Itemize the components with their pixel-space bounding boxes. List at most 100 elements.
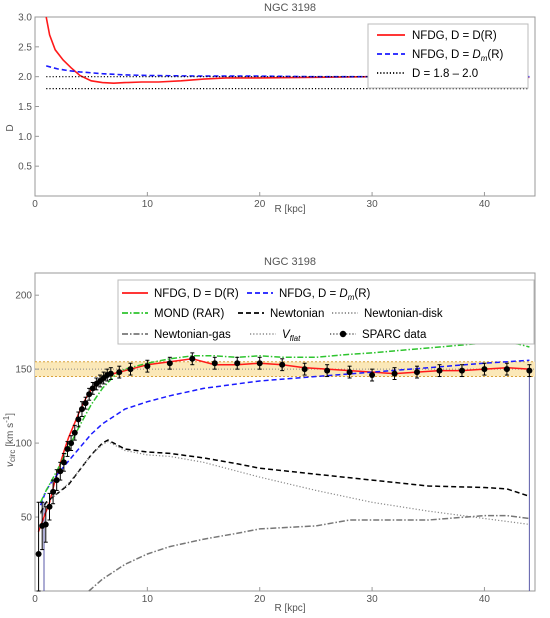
series-line-5 (88, 514, 530, 592)
panel2-legend-box (117, 279, 535, 345)
legend-marker (339, 330, 347, 338)
panel2-legend: NFDG, D = D(R) NFDG, D = Dm(R) MOND (RAR) N… (117, 279, 535, 345)
legend-label: D = 1.8 – 2.0 (412, 68, 478, 80)
legend-label-text: NFDG, D = D(R) (412, 30, 497, 42)
x-tick-label: 30 (367, 199, 379, 210)
data-point (35, 551, 42, 558)
panel1-legend: NFDG, D = D(R) NFDG, D = Dm(R) D = 1.8 – 2… (367, 23, 529, 89)
panel1-ticks: 0 10 20 30 40 0.5 1.0 1.5 2.0 2.5 3.0 (18, 13, 490, 211)
legend-label: NFDG, D = D(R) (412, 30, 497, 42)
legend-label: Vflat (282, 329, 301, 343)
legend-label-sub: flat (290, 334, 301, 343)
panel1-title: NGC 3198 (264, 2, 316, 14)
legend-label-text: D = 1.8 – 2.0 (412, 68, 478, 80)
series-line-4 (40, 440, 530, 525)
data-point (46, 503, 53, 510)
data-point (369, 372, 376, 379)
x-tick-label: 20 (254, 594, 266, 605)
panel1-series (45, 16, 530, 90)
series-line-1 (45, 65, 530, 78)
data-point (234, 360, 241, 367)
legend-label-text: MOND (RAR) (154, 308, 224, 320)
data-point (526, 367, 533, 374)
legend-label-text: V (282, 329, 291, 341)
legend-label: SPARC data (362, 329, 427, 341)
panel1-legend-box (367, 23, 529, 89)
y-tick-label: 2.0 (18, 72, 32, 83)
data-point (82, 400, 89, 407)
panel1-ylabel: D (5, 124, 16, 131)
data-point (414, 369, 421, 376)
legend-label: Newtonian (270, 308, 324, 320)
data-point (211, 360, 218, 367)
data-point (458, 367, 465, 374)
data-point (436, 367, 443, 374)
legend-label: MOND (RAR) (154, 308, 224, 320)
y-tick-label: 50 (21, 513, 33, 524)
data-point (189, 355, 196, 362)
legend-label: Newtonian-disk (364, 308, 443, 320)
panel2-frame (34, 272, 536, 592)
y-tick-label: 200 (15, 291, 32, 302)
ylabel-close: ] (5, 413, 16, 416)
data-point (42, 521, 49, 528)
legend-label-text: Newtonian (270, 308, 324, 320)
x-tick-label: 30 (367, 594, 379, 605)
data-point (75, 416, 82, 423)
y-tick-label: 1.5 (18, 102, 32, 113)
panel-rotation-curve: NGC 3198 vcirc [km s-1] R [kpc] 0 10 20 30 4… (2, 256, 536, 614)
panel1-xlabel: R [kpc] (274, 204, 305, 215)
data-point (256, 360, 263, 367)
y-tick-label: 150 (15, 365, 32, 376)
x-tick-label: 0 (32, 594, 38, 605)
series-line-1 (39, 359, 530, 506)
legend-label-text: Newtonian-gas (154, 329, 231, 341)
data-point (391, 370, 398, 377)
data-point (144, 363, 151, 370)
panel2-ylabel: vcirc [km s-1] (2, 413, 17, 467)
y-tick-label: 1.0 (18, 132, 32, 143)
legend-label-sub: m (348, 293, 355, 302)
legend-label: NFDG, D = D(R) (154, 288, 239, 300)
data-point (301, 366, 308, 373)
data-point (481, 366, 488, 373)
legend-label-text: NFDG, D = (412, 49, 472, 61)
series-line-0 (37, 358, 530, 533)
x-tick-label: 20 (254, 199, 266, 210)
data-point (127, 366, 134, 373)
data-point (279, 361, 286, 368)
data-point (107, 370, 114, 377)
ylabel-main: v (5, 461, 16, 467)
data-point (324, 367, 331, 374)
panel2-title: NGC 3198 (264, 256, 316, 268)
legend-label-italic: D (339, 288, 347, 300)
x-tick-label: 10 (142, 594, 154, 605)
data-point (346, 369, 353, 376)
data-point (60, 459, 67, 466)
sparc-data-points (35, 352, 533, 592)
ylabel-sub: circ (8, 450, 17, 462)
legend-label-italic: D (472, 49, 480, 61)
y-tick-label: 0.5 (18, 162, 32, 173)
y-tick-label: 2.5 (18, 42, 32, 53)
x-tick-label: 10 (142, 199, 154, 210)
x-tick-label: 40 (479, 594, 491, 605)
data-point (71, 429, 78, 436)
panel-d-profile: NGC 3198 D R [kpc] 0 10 20 30 40 0.5 1.0 1.5 2.0… (5, 2, 536, 215)
legend-label: Newtonian-gas (154, 329, 231, 341)
legend-label: NFDG, D = Dm(R) (412, 49, 504, 63)
panel2-xlabel: R [kpc] (274, 603, 305, 614)
data-point (503, 366, 510, 373)
vflat-band (35, 361, 535, 591)
panel2-ticks: 0 10 20 30 40 50 100 150 200 (15, 291, 490, 605)
legend-label-sub: m (481, 54, 488, 63)
y-tick-label: 3.0 (18, 13, 32, 24)
ylabel-sup: -1 (2, 415, 11, 423)
data-point (68, 440, 75, 447)
data-point (50, 488, 57, 495)
data-point (78, 406, 85, 413)
legend-label-text: NFDG, D = D(R) (154, 288, 239, 300)
y-tick-label: 100 (15, 439, 32, 450)
legend-label: NFDG, D = Dm(R) (279, 288, 371, 302)
